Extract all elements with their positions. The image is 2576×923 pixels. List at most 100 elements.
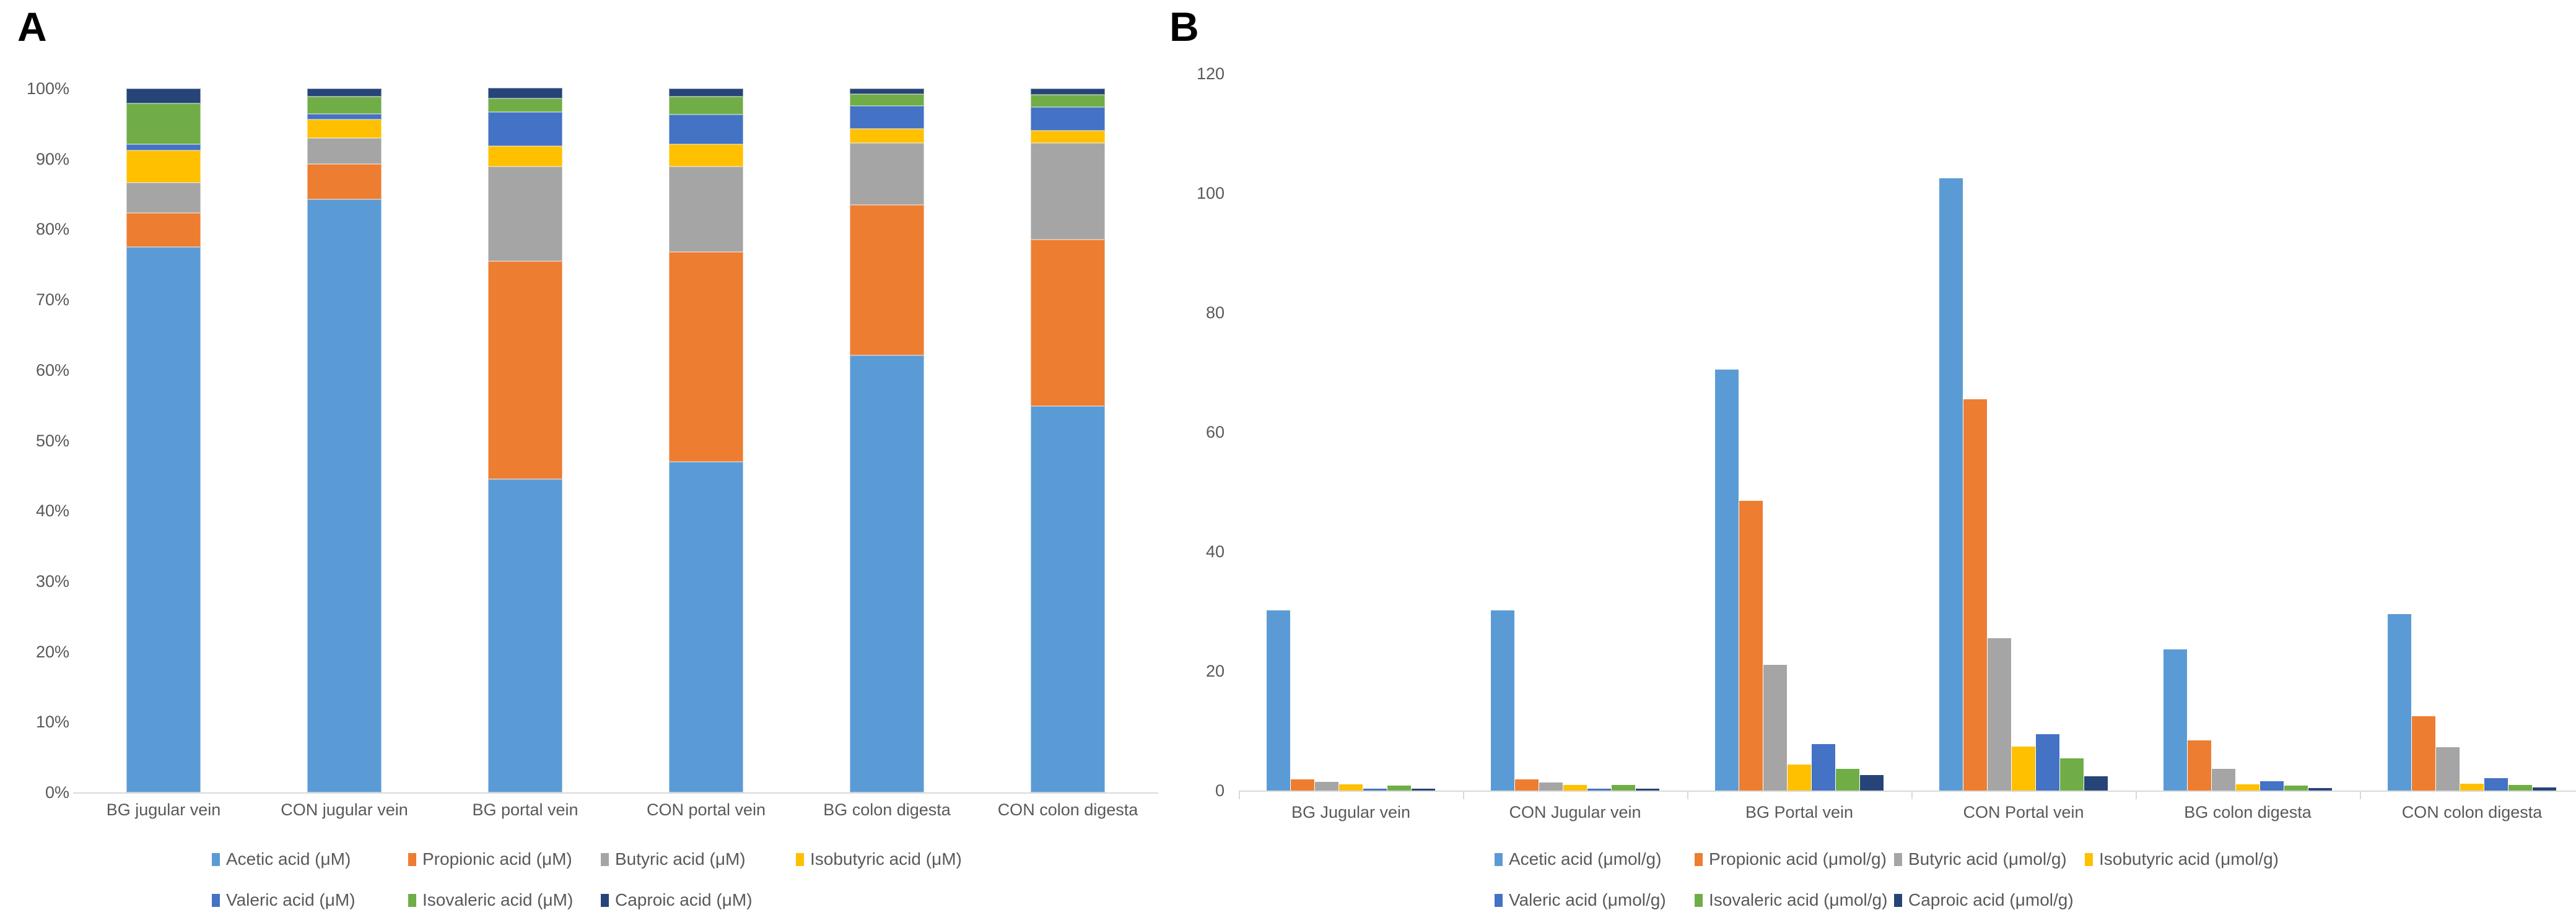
x-axis-category-label: CON jugular vein	[281, 800, 408, 819]
bar-segment	[488, 479, 562, 792]
x-axis-category-label: BG portal vein	[472, 800, 579, 819]
bar	[1963, 399, 1987, 791]
bar	[2259, 781, 2284, 791]
legend-swatch	[2085, 852, 2093, 866]
y-axis-tick-label: 20%	[35, 642, 69, 661]
legend-swatch	[212, 852, 220, 866]
bar	[2035, 734, 2059, 791]
bar	[1859, 774, 1884, 791]
bar-segment	[488, 146, 562, 167]
legend-swatch	[601, 893, 609, 907]
bar	[1387, 786, 1411, 791]
bar-segment	[1031, 89, 1105, 95]
bar	[1514, 779, 1539, 791]
bar-segment	[307, 89, 382, 97]
y-axis-tick-label: 100	[1196, 184, 1225, 203]
legend-swatch	[408, 893, 416, 907]
x-axis-category-label: BG Jugular vein	[1291, 803, 1411, 821]
bar-segment	[669, 167, 743, 252]
x-axis-category-label: CON portal vein	[646, 800, 766, 819]
y-axis-tick-label: 90%	[35, 149, 69, 168]
bar-segment	[307, 113, 382, 120]
bar	[1490, 610, 1514, 791]
x-axis-category-label: BG colon digesta	[823, 800, 951, 819]
x-axis-category-label: BG jugular vein	[106, 800, 221, 819]
bar-segment	[126, 213, 201, 247]
legend-label: Isobutyric acid (μM)	[810, 849, 962, 869]
x-axis-line	[1239, 791, 2576, 792]
bar-segment	[669, 144, 743, 167]
bar	[1539, 782, 1563, 791]
bar-segment	[307, 137, 382, 164]
bar	[2187, 740, 2211, 791]
bar-segment	[1031, 106, 1105, 131]
legend-label: Propionic acid (μM)	[422, 849, 572, 869]
bar-segment	[850, 355, 924, 792]
bar-segment	[488, 98, 562, 112]
legend-label: Propionic acid (μmol/g)	[1709, 849, 1887, 869]
legend-swatch	[1695, 893, 1703, 907]
bar	[2308, 788, 2332, 791]
bar-segment	[488, 111, 562, 147]
legend-item: Acetic acid (μM)	[212, 849, 351, 869]
bar-segment	[1031, 95, 1105, 107]
y-axis-tick-label: 0	[1215, 781, 1225, 800]
bar-segment	[307, 96, 382, 114]
legend-item: Isovaleric acid (μM)	[408, 890, 573, 910]
y-axis-tick-label: 60	[1205, 423, 1225, 442]
y-axis-tick-label: 80	[1205, 303, 1225, 323]
y-axis-tick-label: 20	[1205, 662, 1225, 681]
bar	[2508, 785, 2532, 791]
legend-label: Valeric acid (μM)	[226, 890, 356, 909]
bar-segment	[307, 119, 382, 138]
bar	[1987, 638, 2011, 791]
legend-swatch	[601, 852, 609, 866]
bar	[2532, 787, 2556, 791]
legend-label: Butyric acid (μmol/g)	[1908, 849, 2067, 869]
bar	[2460, 784, 2484, 791]
bar	[2435, 747, 2460, 791]
bar-segment	[850, 128, 924, 143]
bar	[1835, 769, 1859, 791]
bar-segment	[1031, 142, 1105, 240]
y-axis-tick-label: 40%	[35, 501, 69, 521]
bar-segment	[126, 89, 201, 103]
bar	[1290, 779, 1314, 791]
bar-segment	[669, 89, 743, 97]
x-axis-category-label: CON colon digesta	[2401, 803, 2543, 821]
legend-swatch	[796, 852, 804, 866]
bar	[2011, 746, 2035, 791]
bar-segment	[850, 94, 924, 106]
legend-label: Acetic acid (μmol/g)	[1509, 849, 1662, 869]
x-axis-category-label: CON Portal vein	[1963, 803, 2084, 821]
bar	[2411, 716, 2435, 791]
legend-item: Caproic acid (μM)	[601, 890, 753, 910]
y-axis-tick-label: 80%	[35, 220, 69, 239]
bar	[1314, 782, 1338, 791]
x-axis-category-label: CON colon digesta	[997, 800, 1138, 819]
bar-segment	[488, 167, 562, 261]
legend-label: Caproic acid (μmol/g)	[1908, 890, 2074, 909]
bar	[2387, 614, 2411, 791]
legend-swatch	[1495, 852, 1503, 866]
bar-segment	[669, 115, 743, 144]
panel-b-label: B	[1169, 4, 1199, 50]
y-axis-tick-label: 40	[1205, 542, 1225, 561]
legend-label: Butyric acid (μM)	[615, 849, 746, 869]
bar	[1635, 789, 1659, 791]
x-axis-line	[73, 792, 1158, 794]
bar-segment	[307, 199, 382, 792]
bar	[1611, 785, 1635, 791]
category-boundary-tick	[2360, 791, 2361, 799]
y-axis-tick-label: 60%	[35, 360, 69, 379]
legend-item: Isobutyric acid (μmol/g)	[2085, 849, 2279, 869]
y-axis-tick-label: 120	[1196, 64, 1225, 84]
bar	[2284, 786, 2308, 791]
bar	[1811, 743, 1835, 791]
y-axis-tick-label: 30%	[35, 571, 69, 591]
bar-segment	[126, 246, 201, 792]
bar-segment	[1031, 240, 1105, 406]
legend-label: Isovaleric acid (μmol/g)	[1709, 890, 1888, 909]
legend-swatch	[1695, 852, 1703, 866]
legend-item: Valeric acid (μM)	[212, 890, 356, 910]
